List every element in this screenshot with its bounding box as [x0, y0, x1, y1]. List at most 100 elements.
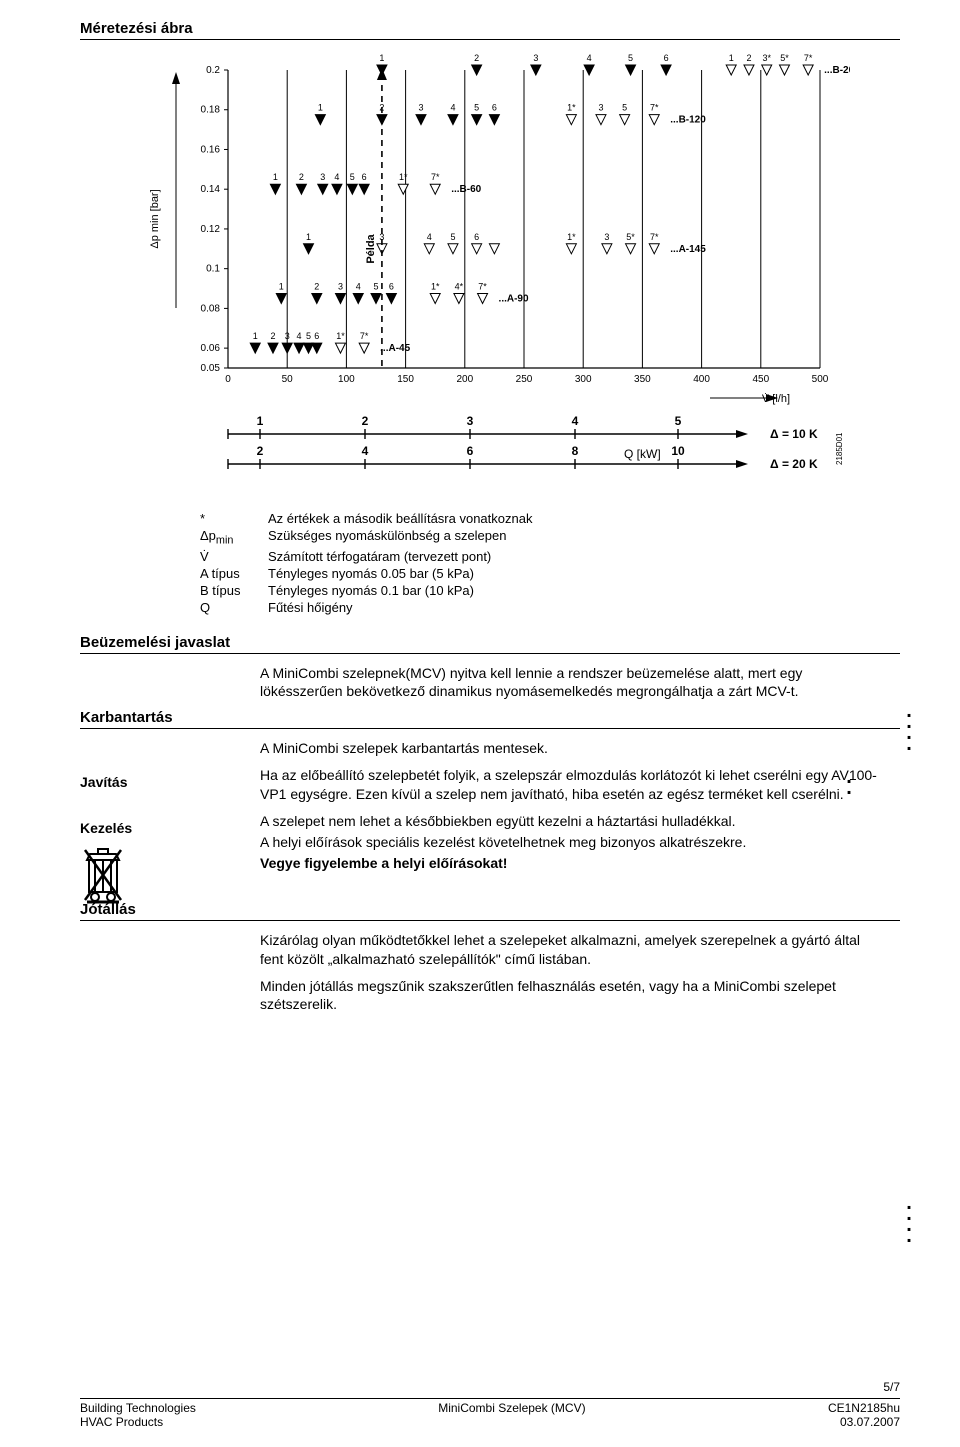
svg-text:2: 2	[257, 444, 264, 458]
page: Méretezési ábra 050100150200250300350400…	[0, 0, 960, 1447]
svg-text:6: 6	[314, 331, 319, 341]
repair-text: Ha az előbeállító szelepbetét folyik, a …	[260, 766, 880, 804]
svg-text:2185D01: 2185D01	[835, 432, 844, 465]
svg-text:250: 250	[516, 374, 533, 385]
svg-text:1: 1	[253, 331, 258, 341]
svg-text:1: 1	[379, 53, 384, 63]
svg-text:8: 8	[572, 444, 579, 458]
q-axis-svg: 12345Δ = 10 K246810Δ = 20 KQ [kW]2185D01	[130, 410, 850, 500]
svg-text:5: 5	[373, 281, 378, 291]
warranty-p1: Kizárólag olyan működtetőkkel lehet a sz…	[260, 931, 880, 969]
svg-text:6: 6	[664, 53, 669, 63]
maintenance-text: A MiniCombi szelepek karbantartás mentes…	[260, 739, 880, 758]
svg-text:4: 4	[572, 414, 579, 428]
svg-text:300: 300	[575, 374, 592, 385]
footer-center: MiniCombi Szelepek (MCV)	[438, 1401, 585, 1429]
legend-table: *Az értékek a második beállításra vonatk…	[200, 510, 540, 616]
svg-text:1: 1	[729, 53, 734, 63]
svg-text:3: 3	[533, 53, 538, 63]
svg-text:5*: 5*	[626, 232, 635, 242]
svg-text:50: 50	[282, 374, 294, 385]
divider	[80, 39, 900, 40]
legend-key: B típus	[200, 582, 268, 599]
handling-line3: Vegye figyelembe a helyi előírásokat!	[260, 854, 880, 873]
svg-text:5: 5	[350, 172, 355, 182]
svg-text:1: 1	[273, 172, 278, 182]
svg-text:2: 2	[474, 53, 479, 63]
svg-text:3: 3	[320, 172, 325, 182]
svg-text:7*: 7*	[431, 172, 440, 182]
svg-text:Δ = 20 K: Δ = 20 K	[770, 457, 818, 471]
repair-row: Javítás .. Ha az előbeállító szelepbetét…	[80, 766, 900, 804]
footer-left2: HVAC Products	[80, 1415, 163, 1429]
svg-text:2: 2	[270, 331, 275, 341]
legend-key: Δpmin	[200, 527, 268, 548]
svg-text:4: 4	[297, 331, 302, 341]
svg-text:500: 500	[812, 374, 829, 385]
svg-text:3*: 3*	[762, 53, 771, 63]
svg-text:...A-145: ...A-145	[670, 244, 706, 255]
svg-text:3: 3	[604, 232, 609, 242]
svg-text:7*: 7*	[804, 53, 813, 63]
handling-line2: A helyi előírások speciális kezelést köv…	[260, 833, 880, 852]
svg-text:1*: 1*	[567, 232, 576, 242]
legend-text: Tényleges nyomás 0.1 bar (10 kPa)	[268, 582, 540, 599]
svg-text:2: 2	[314, 281, 319, 291]
svg-text:4: 4	[450, 103, 455, 113]
svg-text:6: 6	[474, 232, 479, 242]
section-title-commissioning: Beüzemelési javaslat	[80, 634, 900, 651]
legend-text: Tényleges nyomás 0.05 bar (5 kPa)	[268, 565, 540, 582]
svg-text:4*: 4*	[455, 281, 464, 291]
weee-bin-icon	[80, 846, 126, 906]
svg-text:1: 1	[257, 414, 264, 428]
commissioning-text: A MiniCombi szelepnek(MCV) nyitva kell l…	[260, 664, 880, 702]
margin-dots: ....	[904, 1198, 914, 1242]
svg-text:Δp min [bar]: Δp min [bar]	[149, 189, 161, 248]
section-title-sizing: Méretezési ábra	[80, 20, 900, 37]
svg-text:Példa: Példa	[365, 233, 377, 263]
svg-text:...A-45: ...A-45	[380, 343, 410, 354]
svg-text:...A-90: ...A-90	[499, 293, 529, 304]
svg-text:1: 1	[318, 103, 323, 113]
svg-text:1*: 1*	[399, 172, 408, 182]
svg-text:0.2: 0.2	[206, 65, 220, 76]
page-footer: 5/7 Building Technologies HVAC Products …	[0, 1380, 960, 1429]
svg-text:1: 1	[306, 232, 311, 242]
svg-text:0.05: 0.05	[201, 363, 221, 374]
svg-text:6: 6	[362, 172, 367, 182]
svg-text:3: 3	[467, 414, 474, 428]
svg-text:5: 5	[450, 232, 455, 242]
svg-text:0.12: 0.12	[201, 224, 221, 235]
svg-text:5: 5	[675, 414, 682, 428]
svg-text:5*: 5*	[780, 53, 789, 63]
legend-text: Szükséges nyomáskülönbség a szelepen	[268, 527, 540, 548]
svg-text:Q [kW]: Q [kW]	[624, 447, 661, 461]
svg-text:0: 0	[225, 374, 231, 385]
svg-text:0.06: 0.06	[201, 343, 221, 354]
section-title-maintenance: Karbantartás	[80, 709, 900, 726]
svg-text:350: 350	[634, 374, 651, 385]
svg-text:1*: 1*	[567, 103, 576, 113]
svg-text:5: 5	[306, 331, 311, 341]
svg-text:...B-120: ...B-120	[670, 115, 706, 126]
footer-right2: 03.07.2007	[840, 1415, 900, 1429]
footer-right1: CE1N2185hu	[828, 1401, 900, 1415]
svg-text:0.18: 0.18	[201, 105, 221, 116]
chart-legend: *Az értékek a második beállításra vonatk…	[200, 510, 840, 616]
legend-text: Fűtési hőigény	[268, 599, 540, 616]
warranty-p2: Minden jótállás megszűnik szakszerűtlen …	[260, 977, 880, 1015]
svg-text:2: 2	[299, 172, 304, 182]
svg-text:3: 3	[285, 331, 290, 341]
svg-text:7*: 7*	[650, 232, 659, 242]
svg-text:150: 150	[397, 374, 414, 385]
svg-text:4: 4	[334, 172, 339, 182]
svg-text:0.14: 0.14	[201, 184, 221, 195]
legend-key: V̇	[200, 548, 268, 565]
chart-svg: 0501001502002503003504004505000.050.060.…	[130, 50, 850, 410]
legend-text: Az értékek a második beállításra vonatko…	[268, 510, 540, 527]
svg-text:0.16: 0.16	[201, 144, 221, 155]
sizing-chart: 0501001502002503003504004505000.050.060.…	[130, 50, 850, 500]
svg-text:6: 6	[467, 444, 474, 458]
legend-key: A típus	[200, 565, 268, 582]
svg-text:5: 5	[628, 53, 633, 63]
